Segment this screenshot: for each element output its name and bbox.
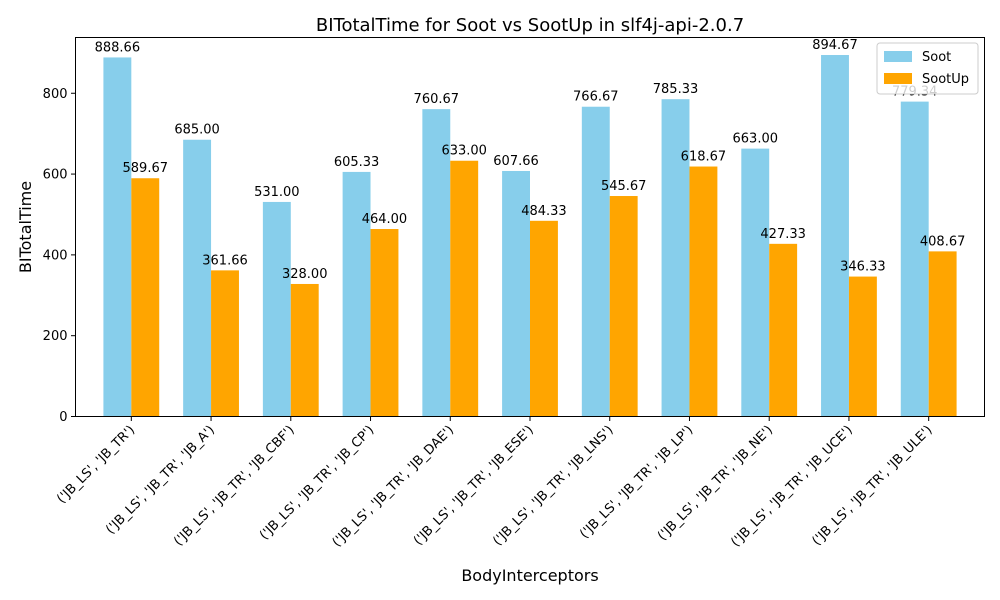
bar-value-label-sootup-1: 361.66 bbox=[202, 253, 248, 268]
bar-soot-2 bbox=[262, 201, 291, 417]
bar-soot-10 bbox=[900, 101, 929, 417]
bar-soot-4 bbox=[422, 109, 451, 417]
bar-sootup-7 bbox=[689, 166, 718, 417]
x-axis-label: BodyInterceptors bbox=[461, 566, 598, 585]
y-tick-label: 600 bbox=[43, 168, 68, 183]
bar-value-label-sootup-4: 633.00 bbox=[441, 144, 487, 159]
bar-sootup-9 bbox=[848, 276, 877, 417]
legend-swatch-sootup bbox=[884, 73, 912, 84]
y-tick-label: 200 bbox=[43, 329, 68, 344]
bar-value-label-soot-6: 766.67 bbox=[573, 90, 619, 105]
bar-soot-7 bbox=[661, 99, 690, 417]
bar-soot-8 bbox=[741, 148, 770, 417]
bar-value-label-soot-7: 785.33 bbox=[653, 82, 699, 97]
bar-soot-5 bbox=[502, 170, 530, 417]
bar-value-label-soot-9: 894.67 bbox=[812, 38, 858, 53]
bar-value-label-sootup-0: 589.67 bbox=[123, 161, 169, 176]
bar-value-label-soot-3: 605.33 bbox=[334, 155, 380, 170]
bar-value-label-sootup-10: 408.67 bbox=[920, 234, 966, 249]
legend-label-soot: Soot bbox=[922, 50, 951, 65]
bar-value-label-sootup-6: 545.67 bbox=[601, 179, 647, 194]
bar-value-label-sootup-7: 618.67 bbox=[681, 150, 727, 165]
bar-soot-3 bbox=[342, 171, 371, 417]
bar-sootup-10 bbox=[928, 251, 957, 417]
bar-value-label-sootup-3: 464.00 bbox=[362, 212, 408, 227]
legend-label-sootup: SootUp bbox=[922, 72, 969, 87]
bar-value-label-soot-1: 685.00 bbox=[174, 123, 220, 138]
bar-sootup-4 bbox=[450, 160, 479, 417]
bar-soot-1 bbox=[183, 139, 212, 417]
bar-value-label-sootup-8: 427.33 bbox=[760, 227, 806, 242]
bar-sootup-5 bbox=[530, 220, 558, 417]
bar-value-label-soot-0: 888.66 bbox=[95, 40, 141, 55]
y-tick-label: 800 bbox=[43, 87, 68, 102]
x-tick-label: ('JB_LS', 'JB_TR') bbox=[54, 423, 138, 507]
y-tick-label: 0 bbox=[59, 410, 67, 425]
bar-sootup-3 bbox=[370, 229, 399, 417]
bar-sootup-0 bbox=[131, 178, 160, 417]
bar-value-label-soot-2: 531.00 bbox=[254, 185, 300, 200]
bar-soot-6 bbox=[581, 106, 610, 417]
x-axis: ('JB_LS', 'JB_TR')('JB_LS', 'JB_TR', 'JB… bbox=[54, 416, 936, 550]
bar-soot-9 bbox=[821, 55, 849, 417]
bar-sootup-8 bbox=[769, 243, 798, 417]
y-axis-label: BITotalTime bbox=[16, 181, 35, 273]
bars-layer bbox=[103, 55, 957, 417]
bar-sootup-1 bbox=[211, 270, 239, 417]
bar-value-label-soot-8: 663.00 bbox=[733, 132, 779, 147]
bar-value-label-sootup-5: 484.33 bbox=[521, 204, 567, 219]
y-tick-label: 400 bbox=[43, 248, 68, 263]
bar-value-label-sootup-9: 346.33 bbox=[840, 260, 886, 275]
y-axis: 0 200 400 600 800 bbox=[43, 87, 76, 425]
legend: Soot SootUp bbox=[876, 42, 979, 95]
bar-labels-layer: 888.66 589.67 685.00 361.66 531.00 328.00 605.… bbox=[95, 38, 966, 282]
chart-title: BITotalTime for Soot vs SootUp in slf4j-… bbox=[316, 15, 744, 36]
bar-value-label-sootup-2: 328.00 bbox=[282, 267, 328, 282]
bar-sootup-6 bbox=[609, 196, 638, 417]
bar-sootup-2 bbox=[290, 283, 319, 417]
legend-swatch-soot bbox=[884, 51, 912, 62]
bar-value-label-soot-4: 760.67 bbox=[414, 92, 460, 107]
bar-value-label-soot-5: 607.66 bbox=[493, 154, 539, 169]
bar-soot-0 bbox=[103, 57, 132, 417]
